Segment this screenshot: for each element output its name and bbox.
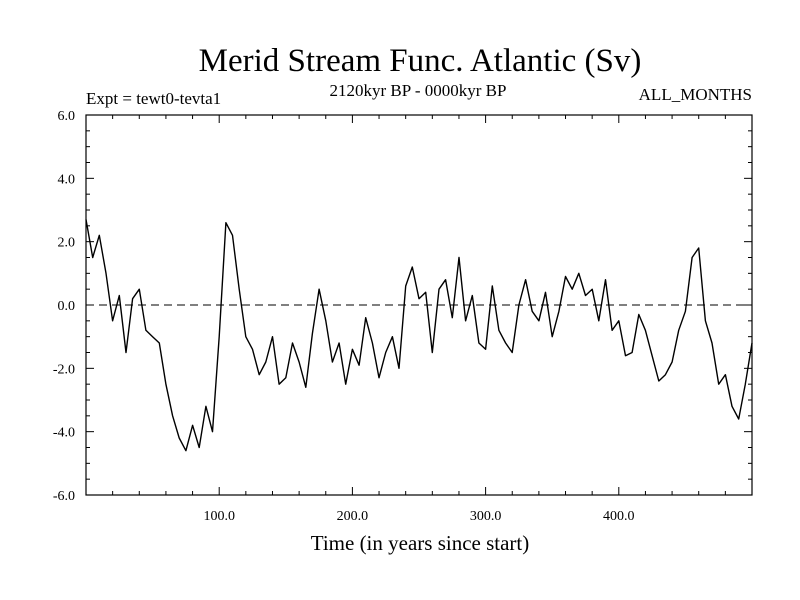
plot-frame (85, 114, 753, 496)
y-tick-label: 2.0 (58, 236, 76, 251)
x-tick-label: 300.0 (470, 509, 502, 524)
x-tick-label: 200.0 (337, 509, 369, 524)
y-tick-label: 4.0 (58, 172, 76, 187)
x-tick-label: 100.0 (203, 509, 235, 524)
chart-title: Merid Stream Func. Atlantic (Sv) (199, 43, 642, 79)
series-line (85, 219, 753, 452)
y-tick-label: -6.0 (53, 489, 75, 504)
series-layer (85, 219, 753, 452)
chart-subtitle-center: 2120kyr BP - 0000kyr BP (330, 81, 507, 100)
y-tick-label: -4.0 (53, 426, 75, 441)
chart-subtitle-left: Expt = tewt0-tevta1 (86, 89, 221, 108)
y-tick-label: 6.0 (58, 109, 76, 124)
y-tick-label: 0.0 (58, 299, 76, 314)
x-axis-label: Time (in years since start) (311, 531, 530, 555)
y-tick-label: -2.0 (53, 362, 75, 377)
chart-subtitle-right: ALL_MONTHS (639, 85, 752, 104)
axis-ticks: -6.0 -4.0 -2.0 0.0 2.0 4.0 6.0 100.0 200.0 300.0 4… (53, 109, 752, 524)
x-tick-label: 400.0 (603, 509, 635, 524)
